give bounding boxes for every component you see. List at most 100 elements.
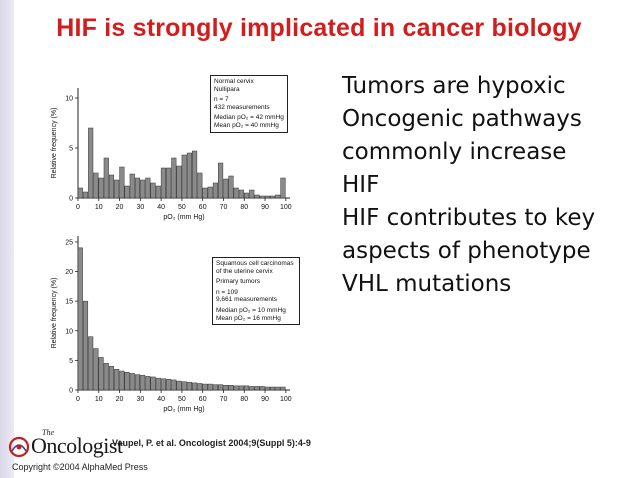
histogram-bar xyxy=(114,369,120,391)
histogram-bar xyxy=(264,386,270,391)
x-tick-label: 40 xyxy=(157,204,165,211)
histogram-bar xyxy=(150,376,156,391)
x-tick-label: 80 xyxy=(240,396,248,403)
legend-line: Primary tumors xyxy=(216,278,261,286)
histogram-bar xyxy=(176,165,182,199)
x-tick-label: 30 xyxy=(136,396,144,403)
histogram-bar xyxy=(275,386,281,391)
histogram-bar xyxy=(238,385,244,391)
bullet-3-line-2: aspects of phenotype xyxy=(342,238,591,264)
histogram-bar xyxy=(155,377,161,391)
histogram-squamous-carcinoma: 0 5 10 15 20 25 0 10 20 30 40 50 60 70 80 90 100 pO₂ (mm … xyxy=(51,236,292,413)
histogram-bar xyxy=(88,336,94,391)
histogram-bar xyxy=(212,182,218,199)
legend-line: Median pO₂ = 10 mmHg xyxy=(216,306,286,314)
citation: Vaupel, P. et al. Oncologist 2004;9(Supp… xyxy=(112,438,311,448)
x-tick-label: 20 xyxy=(116,204,124,211)
bullet-2-line-2: commonly increase xyxy=(342,139,567,165)
histogram-bar xyxy=(228,175,234,199)
histogram-bar xyxy=(270,386,276,391)
histogram-bar xyxy=(140,179,146,199)
bullet-list: Tumors are hypoxic Oncogenic pathways co… xyxy=(342,70,634,301)
histogram-bar xyxy=(145,177,151,199)
histogram-bar xyxy=(218,384,224,391)
histogram-bar xyxy=(202,187,208,199)
histogram-bar xyxy=(223,385,229,391)
x-tick-label: 50 xyxy=(178,204,186,211)
histogram-bar xyxy=(98,357,104,391)
histogram-bar xyxy=(103,157,109,199)
histogram-bar xyxy=(218,162,224,199)
histogram-bar xyxy=(108,174,115,199)
x-tick-label: 50 xyxy=(178,396,186,403)
histogram-bar xyxy=(93,172,99,199)
histogram-bar xyxy=(280,177,286,199)
histogram-bar xyxy=(134,177,141,199)
y-tick-label: 0 xyxy=(69,196,73,203)
bullet-2-line-1: Oncogenic pathways xyxy=(342,106,582,132)
histogram-figure: 0 5 10 0 10 20 30 40 50 60 70 80 90 100 pO₂ (mm Hg) Rel… xyxy=(40,70,340,430)
legend-squamous-carcinoma: Squamous cell carcinomas of the uterine c… xyxy=(212,257,300,326)
slide-title: HIF is strongly implicated in cancer bio… xyxy=(56,14,582,42)
legend-line: Mean pO₂ = 16 mmHg xyxy=(216,314,281,322)
x-tick-label: 90 xyxy=(261,396,269,403)
histogram-bar xyxy=(238,189,244,199)
histogram-bar xyxy=(223,178,229,199)
logo-mark-icon xyxy=(8,436,30,458)
legend-line: Median pO₂ = 42 mmHg xyxy=(214,114,284,122)
histogram-bar xyxy=(181,381,187,391)
histogram-bar xyxy=(93,348,99,391)
histogram-bar xyxy=(249,189,255,199)
legend-line: n = 109 xyxy=(216,288,238,296)
legend-line: Mean pO₂ = 40 mmHg xyxy=(214,121,279,129)
y-tick-label: 10 xyxy=(65,96,73,103)
histogram-bar xyxy=(186,382,192,391)
histogram-bar xyxy=(254,194,260,199)
histogram-bar xyxy=(114,179,120,199)
histogram-bar xyxy=(212,384,218,391)
y-tick-label: 20 xyxy=(65,269,73,276)
x-tick-label: 0 xyxy=(76,204,80,211)
histogram-bar xyxy=(124,185,130,199)
histogram-bar xyxy=(77,247,83,391)
oncologist-logo: Oncologist The xyxy=(8,428,123,458)
histogram-bar xyxy=(264,195,270,199)
bullet-4-line-1: VHL mutations xyxy=(342,271,512,297)
histogram-bar xyxy=(82,191,89,199)
histogram-bar xyxy=(259,386,265,391)
x-tick-label: 70 xyxy=(220,204,228,211)
histogram-bar xyxy=(254,386,260,391)
x-tick-label: 100 xyxy=(280,396,292,403)
histogram-bar xyxy=(124,371,130,391)
histogram-bar xyxy=(233,385,239,391)
histogram-bar xyxy=(171,157,177,199)
x-axis-label: pO₂ (mm Hg) xyxy=(163,214,204,221)
histogram-bar xyxy=(192,150,198,199)
histogram-bar xyxy=(202,383,208,391)
histogram-bar xyxy=(207,383,213,391)
x-axis-label: pO₂ (mm Hg) xyxy=(163,406,204,413)
x-tick-label: 10 xyxy=(95,396,103,403)
x-tick-label: 10 xyxy=(95,204,103,211)
histogram-bar xyxy=(197,383,203,391)
y-tick-label: 15 xyxy=(65,299,73,306)
y-tick-label: 10 xyxy=(65,328,73,335)
copyright: Copyright ©2004 AlphaMed Press xyxy=(12,462,148,472)
legend-line: 432 measurements xyxy=(214,103,270,111)
histogram-bar xyxy=(129,373,135,391)
x-tick-label: 90 xyxy=(261,204,269,211)
histogram-bar xyxy=(160,378,166,391)
histogram-bar xyxy=(244,385,250,391)
legend-line: Nullipara xyxy=(214,85,240,93)
x-tick-label: 80 xyxy=(240,204,248,211)
histogram-bar xyxy=(166,379,172,391)
bullet-2-line-3: HIF xyxy=(342,172,380,198)
histogram-bar xyxy=(176,380,182,391)
histogram-bar xyxy=(270,195,276,199)
histogram-bar xyxy=(129,173,135,199)
histogram-bar xyxy=(98,177,104,199)
y-tick-label: 5 xyxy=(69,146,73,153)
histogram-bar xyxy=(77,187,83,199)
histogram-bar xyxy=(207,186,213,199)
